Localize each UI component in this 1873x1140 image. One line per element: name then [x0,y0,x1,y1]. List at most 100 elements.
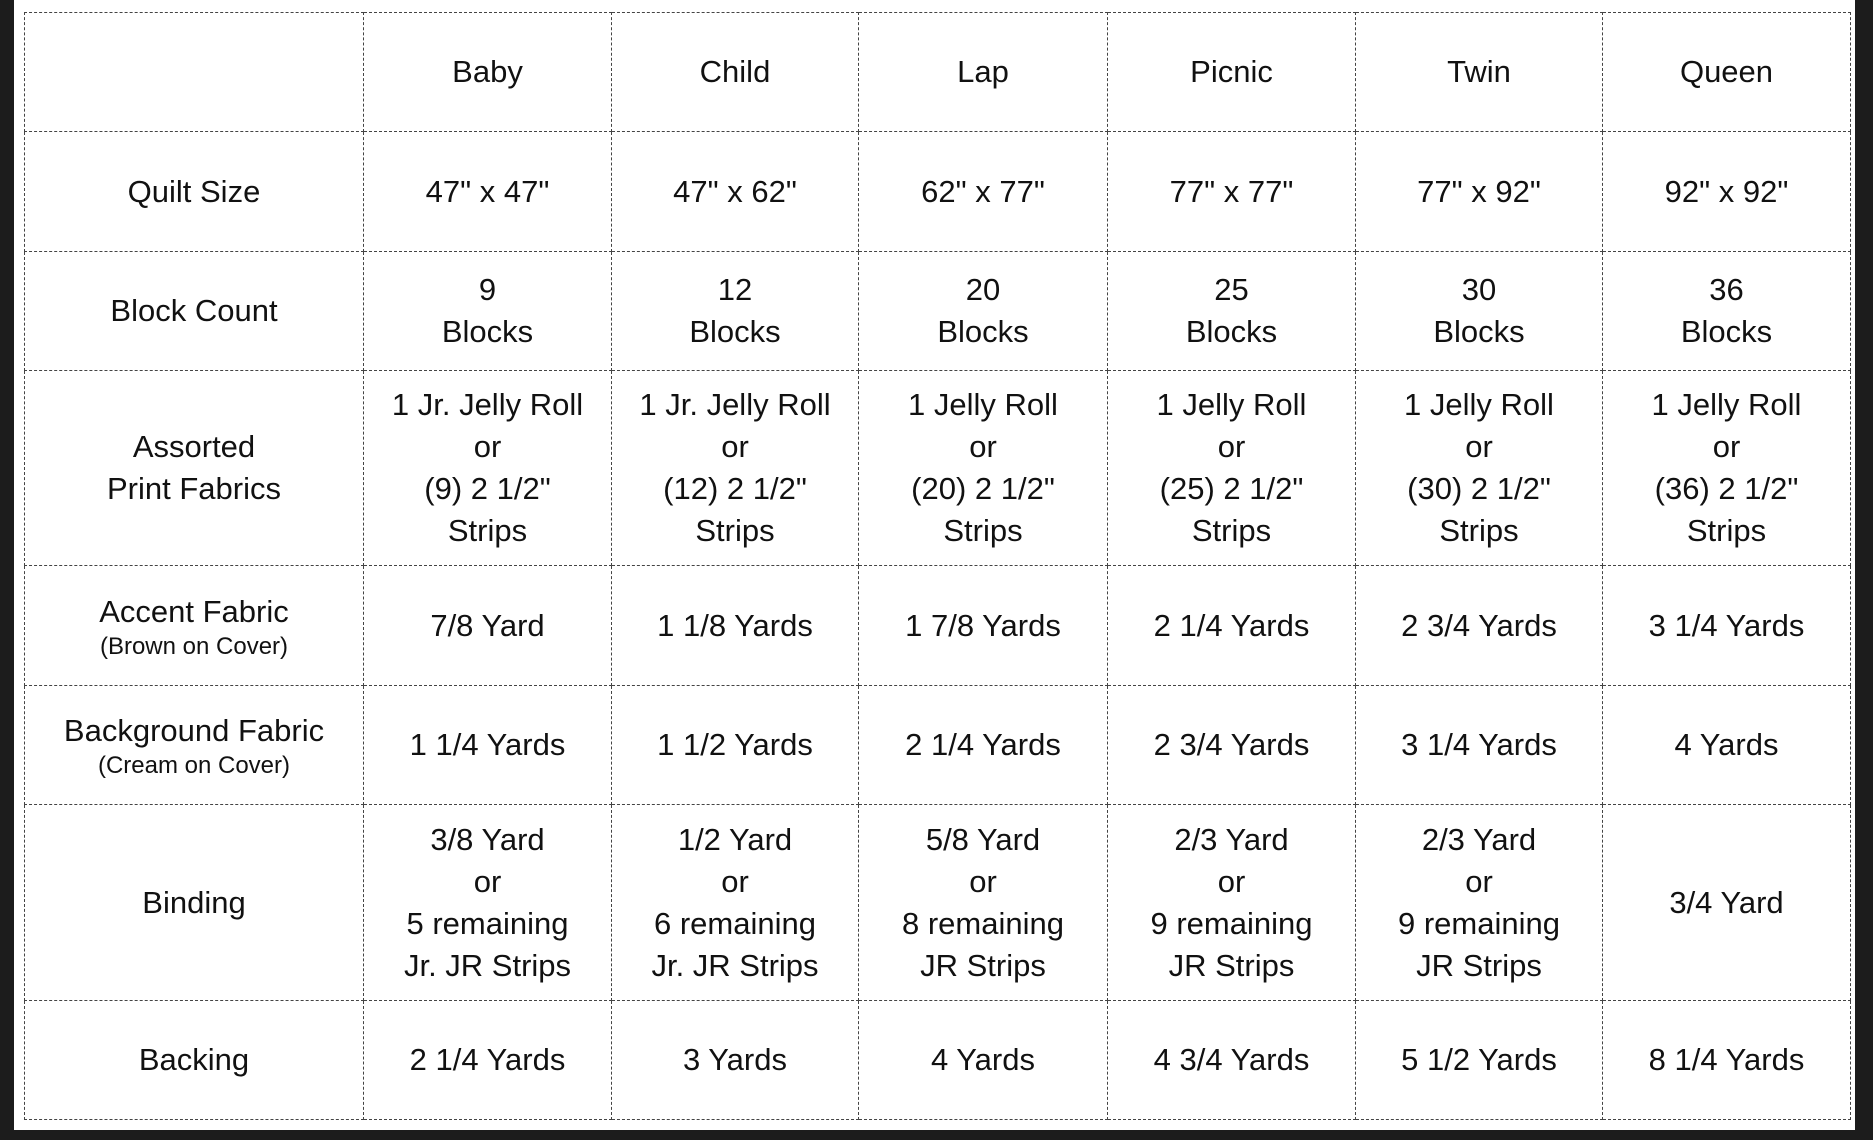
table-cell: 47" x 62" [611,131,859,252]
cell-line: 7/8 Yard [430,607,545,643]
cell-line: 3/8 Yard [430,821,545,857]
table-cell: 4 Yards [858,1000,1108,1120]
table-cell: 7/8 Yard [363,565,612,686]
column-header: Lap [858,12,1108,132]
column-header: Twin [1355,12,1603,132]
cell-line: 2/3 Yard [1174,821,1289,857]
cell-line: Strips [1191,513,1272,548]
cell-line: 4 Yards [931,1042,1035,1077]
cell-line: 1 Jelly Roll [1156,387,1307,422]
column-header: Queen [1602,12,1851,132]
cell-line: (30) 2 1/2" [1407,471,1551,506]
table-cell: 12 Blocks [611,251,859,371]
cell-line: 12 [717,272,753,307]
cell-line: 2/3 Yard [1421,821,1537,857]
cell-line: 2 3/4 Yards [1153,727,1310,762]
header-row: Baby Child Lap Picnic Twin Queen [24,12,1851,132]
cell-line: or [969,863,997,899]
row-label: Assorted Print Fabrics [24,370,364,566]
cell-line: 4 Yards [1674,727,1779,762]
table-cell: 2/3 Yard or 9 remaining JR Strips [1355,804,1603,1001]
table-row: Binding 3/8 Yard or 5 remaining Jr. JR Strip… [24,804,1851,1001]
cell-line: 1 7/8 Yards [905,607,1061,643]
table-cell: 2 1/4 Yards [1107,565,1356,686]
cell-line: 9 [478,272,497,307]
cell-line: or [1465,429,1493,464]
row-label: Block Count [24,251,364,371]
cell-line: 5/8 Yard [925,821,1041,857]
cell-line: Quilt Size [127,173,261,209]
table-cell: 5 1/2 Yards [1355,1000,1603,1120]
table-cell: 1 1/4 Yards [363,685,612,805]
cell-line: Block Count [110,293,278,328]
table-cell: 3/8 Yard or 5 remaining Jr. JR Strips [363,804,612,1001]
cell-line: 2 1/4 Yards [409,1042,566,1077]
table-cell: 1 Jelly Roll or (36) 2 1/2" Strips [1602,370,1851,566]
cell-line: (20) 2 1/2" [911,471,1055,506]
cell-line: (36) 2 1/2" [1654,471,1799,506]
table-row: Block Count 9 Blocks 12 Blocks 20 Blocks 25 Bloc… [24,251,1851,371]
cell-line: Blocks [937,314,1029,349]
cell-line: or [721,863,749,899]
cell-line: 25 [1214,272,1249,307]
cell-line: 77" x 77" [1169,173,1294,209]
cell-line: or [473,429,502,464]
cell-line: 1 Jelly Roll [1404,387,1554,422]
table-cell: 8 1/4 Yards [1602,1000,1851,1120]
table-cell: 2/3 Yard or 9 remaining JR Strips [1107,804,1356,1001]
table-cell: 92" x 92" [1602,131,1851,252]
cell-line: (25) 2 1/2" [1159,471,1304,506]
cell-line: 36 [1709,272,1744,307]
cell-line: 1 Jr. Jelly Roll [391,387,584,422]
table-cell: 2 3/4 Yards [1355,565,1603,686]
column-header: Picnic [1107,12,1356,132]
cell-line: or [473,863,502,899]
table-cell: 1 Jr. Jelly Roll or (9) 2 1/2" Strips [363,370,612,566]
cell-line: 1 Jelly Roll [908,387,1058,422]
cell-line: Blocks [441,314,534,349]
cell-line: 92" x 92" [1664,173,1789,209]
cell-line: Background Fabric [63,713,325,748]
table-cell: 36 Blocks [1602,251,1851,371]
table-cell: 9 Blocks [363,251,612,371]
table-cell: 1 1/8 Yards [611,565,859,686]
cell-line: 6 remaining [654,905,816,941]
table-cell: 5/8 Yard or 8 remaining JR Strips [858,804,1108,1001]
table-cell: 77" x 77" [1107,131,1356,252]
cell-line: 3 1/4 Yards [1401,727,1557,762]
cell-line: 62" x 77" [921,173,1045,209]
cell-line: Binding [142,884,246,920]
row-note: (Brown on Cover) [99,632,289,660]
cell-line: Jr. JR Strips [651,947,819,983]
table-cell: 20 Blocks [858,251,1108,371]
cell-line: 2 1/4 Yards [1153,607,1310,643]
cell-line: 1/2 Yard [677,821,793,857]
table-cell: 3 1/4 Yards [1355,685,1603,805]
cell-line: 9 remaining [1150,905,1313,941]
cell-line: Blocks [1680,314,1773,349]
cell-line: 4 3/4 Yards [1153,1042,1310,1077]
table-cell: 4 Yards [1602,685,1851,805]
cell-line: 5 1/2 Yards [1401,1042,1557,1077]
cell-line: 8 1/4 Yards [1648,1042,1805,1077]
column-header: Baby [363,12,612,132]
cell-line: 1 Jr. Jelly Roll [639,387,831,422]
table-cell: 1 7/8 Yards [858,565,1108,686]
table-cell: 1 Jelly Roll or (20) 2 1/2" Strips [858,370,1108,566]
cell-line: JR Strips [1168,947,1295,983]
cell-line: or [721,429,749,464]
cell-line: Strips [1686,513,1767,548]
cell-line: (9) 2 1/2" [424,471,551,506]
table-row: Accent Fabric (Brown on Cover) 7/8 Yard 1 1… [24,565,1851,686]
cell-line: JR Strips [1416,947,1542,983]
table-cell: 2 1/4 Yards [363,1000,612,1120]
sheet: Baby Child Lap Picnic Twin Queen Quilt Size 47"… [14,0,1855,1130]
cell-line: 47" x 47" [425,173,550,209]
table-cell: 77" x 92" [1355,131,1603,252]
table-cell: 1/2 Yard or 6 remaining Jr. JR Strips [611,804,859,1001]
row-label: Quilt Size [24,131,364,252]
table-cell: 1 Jelly Roll or (25) 2 1/2" Strips [1107,370,1356,566]
cell-line: Jr. JR Strips [403,947,572,983]
row-label: Accent Fabric (Brown on Cover) [24,565,364,686]
